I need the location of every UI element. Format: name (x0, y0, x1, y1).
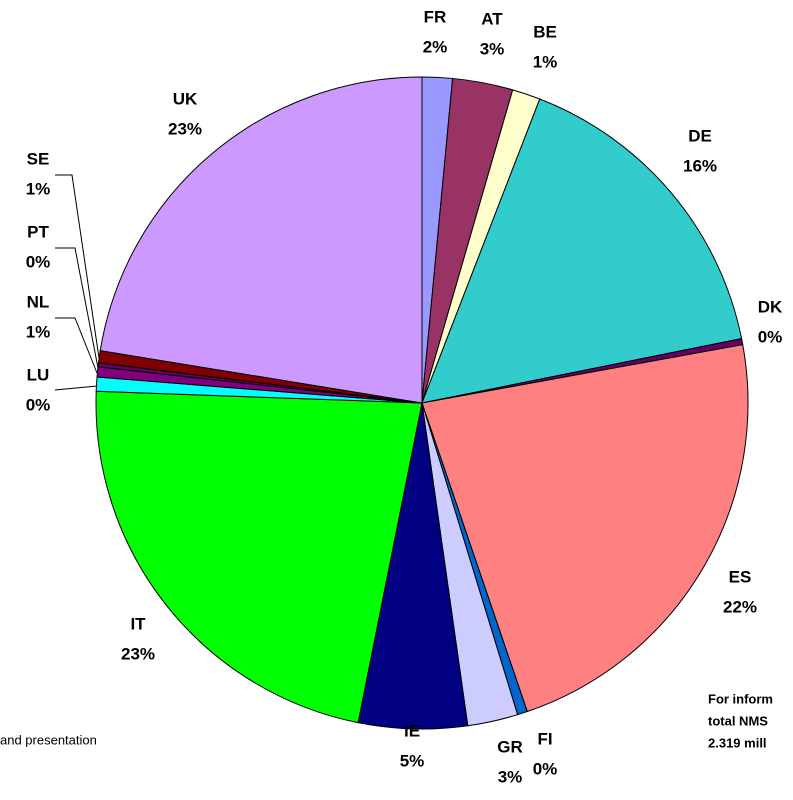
leader-line (55, 317, 98, 374)
pie-slice (95, 390, 423, 724)
slice-value-label: 0% (26, 395, 51, 414)
slice-label: PT (27, 222, 49, 241)
slice-label: LU (27, 365, 50, 384)
slice-value-label: 1% (533, 52, 558, 71)
slice-value-label: 0% (758, 327, 783, 346)
leader-line (54, 385, 98, 391)
slice-value-label: 3% (498, 767, 523, 786)
slice-value-label: 23% (121, 644, 155, 663)
slice-value-label: 2% (423, 37, 448, 56)
slice-value-label: 1% (26, 179, 51, 198)
leader-line (55, 174, 100, 359)
slice-label: DE (688, 126, 712, 145)
slice-value-label: 22% (723, 597, 757, 616)
leader-line (55, 247, 99, 369)
annotation: total NMS (708, 713, 768, 728)
slice-label: GR (497, 737, 523, 756)
slice-label: SE (27, 149, 50, 168)
slice-value-label: 0% (26, 252, 51, 271)
slice-value-label: 16% (683, 156, 717, 175)
slice-label: NL (27, 292, 50, 311)
slice-value-label: 23% (168, 119, 202, 138)
slice-label: ES (729, 567, 752, 586)
slice-label: UK (173, 89, 198, 108)
slice-label: AT (481, 9, 503, 28)
pie-slice (421, 344, 749, 713)
pie-slice (99, 76, 423, 404)
slice-label: FR (424, 7, 447, 26)
slice-label: IT (130, 614, 146, 633)
annotation: For inform (708, 691, 773, 706)
slice-label: BE (533, 22, 557, 41)
slice-value-label: 5% (400, 751, 425, 770)
slice-label: FI (537, 729, 552, 748)
pie-slice (421, 98, 743, 404)
annotation: 2.319 mill (708, 735, 767, 750)
slice-label: DK (758, 297, 783, 316)
slice-value-label: 3% (480, 39, 505, 58)
annotation: and presentation (0, 732, 97, 747)
slice-value-label: 1% (26, 322, 51, 341)
slice-value-label: 0% (533, 759, 558, 778)
slice-label: IE (404, 721, 420, 740)
